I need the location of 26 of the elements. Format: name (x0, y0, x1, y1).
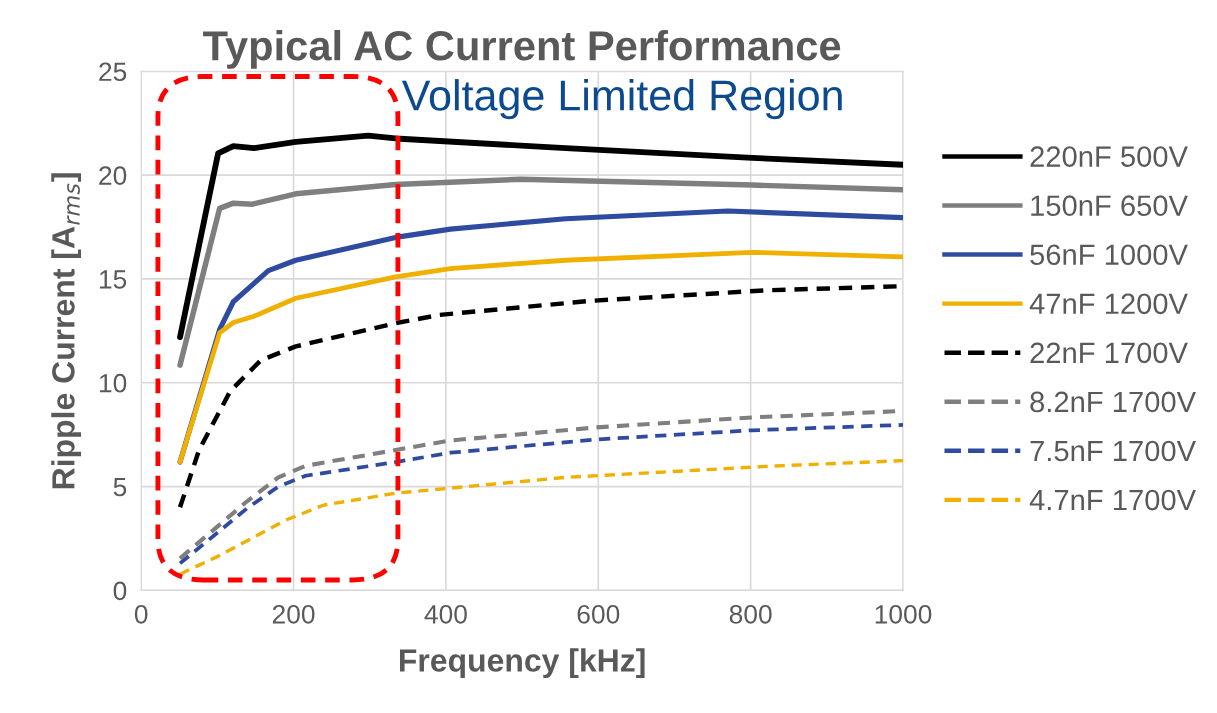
y-axis-title: Ripple Current [A$_{rms}$] (51, 173, 82, 489)
chart-title: Typical AC Current Performance (203, 29, 841, 69)
y-tick-label: 5 (113, 477, 127, 497)
legend-label: 4.7nF 1700V (1029, 489, 1196, 511)
x-tick-label: 1000 (875, 604, 932, 624)
legend-label: 22nF 1700V (1030, 342, 1188, 364)
legend-label: 220nF 500V (1030, 146, 1188, 167)
x-tick-label: 400 (424, 604, 467, 624)
annotation: Voltage Limited Region (401, 79, 842, 120)
legend-label: 150nF 650V (1031, 195, 1188, 216)
x-tick-label: 600 (577, 604, 620, 624)
y-tick-label: 20 (99, 166, 127, 185)
x-tick-label: 0 (134, 604, 148, 624)
y-tick-label: 25 (99, 62, 127, 82)
y-tick-label: 0 (113, 581, 127, 601)
line-series (178, 458, 904, 576)
legend-label: 47nF 1200V (1029, 293, 1188, 315)
legend-label: 56nF 1000V (1030, 244, 1188, 266)
x-axis-title: Frequency [kHz] (399, 648, 645, 679)
y-tick-label: 10 (99, 373, 127, 393)
x-tick-label: 800 (729, 604, 772, 624)
line-series (177, 249, 904, 465)
x-tick-label: 200 (272, 604, 315, 624)
y-tick-label: 15 (99, 270, 127, 289)
legend-label: 7.5nF 1700V (1030, 440, 1196, 462)
legend-label: 8.2nF 1700V (1030, 391, 1196, 413)
